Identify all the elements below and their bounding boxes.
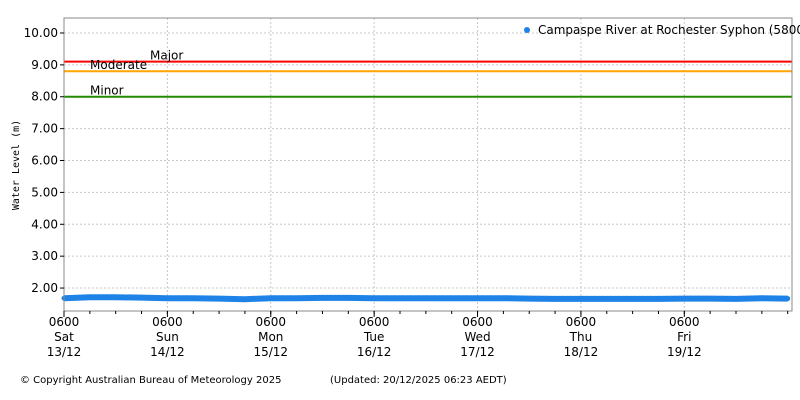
data-point [578, 296, 584, 302]
data-point [319, 295, 325, 301]
data-point [190, 295, 196, 301]
data-point [552, 296, 558, 302]
data-point [630, 296, 636, 302]
x-axis: 0600Sat13/120600Sun14/120600Mon15/120600… [47, 311, 789, 359]
x-tick-time: 0600 [669, 315, 700, 329]
data-point [397, 295, 403, 301]
data-point [785, 296, 791, 302]
data-point [113, 294, 119, 300]
x-tick-date: 13/12 [47, 345, 82, 359]
x-tick-day: Tue [363, 330, 385, 344]
data-point [345, 295, 351, 301]
data-point [423, 295, 429, 301]
x-tick-date: 17/12 [460, 345, 495, 359]
y-tick-label: 3.00 [31, 249, 58, 263]
plot-frame [63, 17, 793, 312]
x-tick-date: 15/12 [253, 345, 288, 359]
y-axis-label: Water Level (m) [11, 120, 22, 210]
data-point [216, 296, 222, 302]
data-point [759, 295, 765, 301]
data-point [681, 296, 687, 302]
updated-timestamp: (Updated: 20/12/2025 06:23 AEDT) [330, 375, 507, 386]
data-point [604, 296, 610, 302]
x-tick-day: Sat [54, 330, 74, 344]
threshold-label-minor: Minor [90, 84, 124, 98]
data-point [268, 295, 274, 301]
legend-marker [524, 27, 530, 33]
y-tick-label: 4.00 [31, 217, 58, 231]
threshold-label-major: Major [150, 49, 183, 63]
x-tick-date: 16/12 [357, 345, 392, 359]
data-point [371, 295, 377, 301]
data-point [655, 296, 661, 302]
data-point [500, 295, 506, 301]
data-point [139, 295, 145, 301]
y-tick-label: 6.00 [31, 154, 58, 168]
copyright: © Copyright Australian Bureau of Meteoro… [20, 375, 281, 386]
data-point [526, 296, 532, 302]
series-layer [61, 294, 791, 303]
x-tick-date: 14/12 [150, 345, 185, 359]
legend-label: Campaspe River at Rochester Syphon (5800… [538, 23, 800, 37]
data-point [87, 294, 93, 300]
x-tick-time: 0600 [462, 315, 493, 329]
x-tick-time: 0600 [359, 315, 390, 329]
y-tick-label: 7.00 [31, 122, 58, 136]
y-tick-label: 9.00 [31, 58, 58, 72]
data-point [164, 295, 170, 301]
x-tick-day: Wed [464, 330, 490, 344]
data-point [294, 295, 300, 301]
data-point [707, 296, 713, 302]
y-tick-label: 5.00 [31, 185, 58, 199]
threshold-label-moderate: Moderate [90, 58, 147, 72]
x-tick-time: 0600 [152, 315, 183, 329]
y-tick-label: 8.00 [31, 90, 58, 104]
data-point [475, 295, 481, 301]
x-tick-day: Mon [258, 330, 283, 344]
x-tick-time: 0600 [255, 315, 286, 329]
legend: Campaspe River at Rochester Syphon (5800… [524, 23, 800, 37]
x-tick-day: Sun [156, 330, 179, 344]
x-tick-time: 0600 [49, 315, 80, 329]
x-tick-date: 18/12 [564, 345, 599, 359]
data-point [242, 296, 248, 302]
data-point [449, 295, 455, 301]
y-tick-label: 2.00 [31, 281, 58, 295]
y-tick-label: 10.00 [24, 26, 58, 40]
data-point [733, 296, 739, 302]
y-axis: 2.00 3.00 4.00 5.00 6.00 7.00 8.00 9.00 10.00 [24, 26, 64, 295]
x-tick-date: 19/12 [667, 345, 702, 359]
x-tick-day: Thu [569, 330, 593, 344]
x-tick-time: 0600 [566, 315, 597, 329]
x-tick-day: Fri [677, 330, 691, 344]
